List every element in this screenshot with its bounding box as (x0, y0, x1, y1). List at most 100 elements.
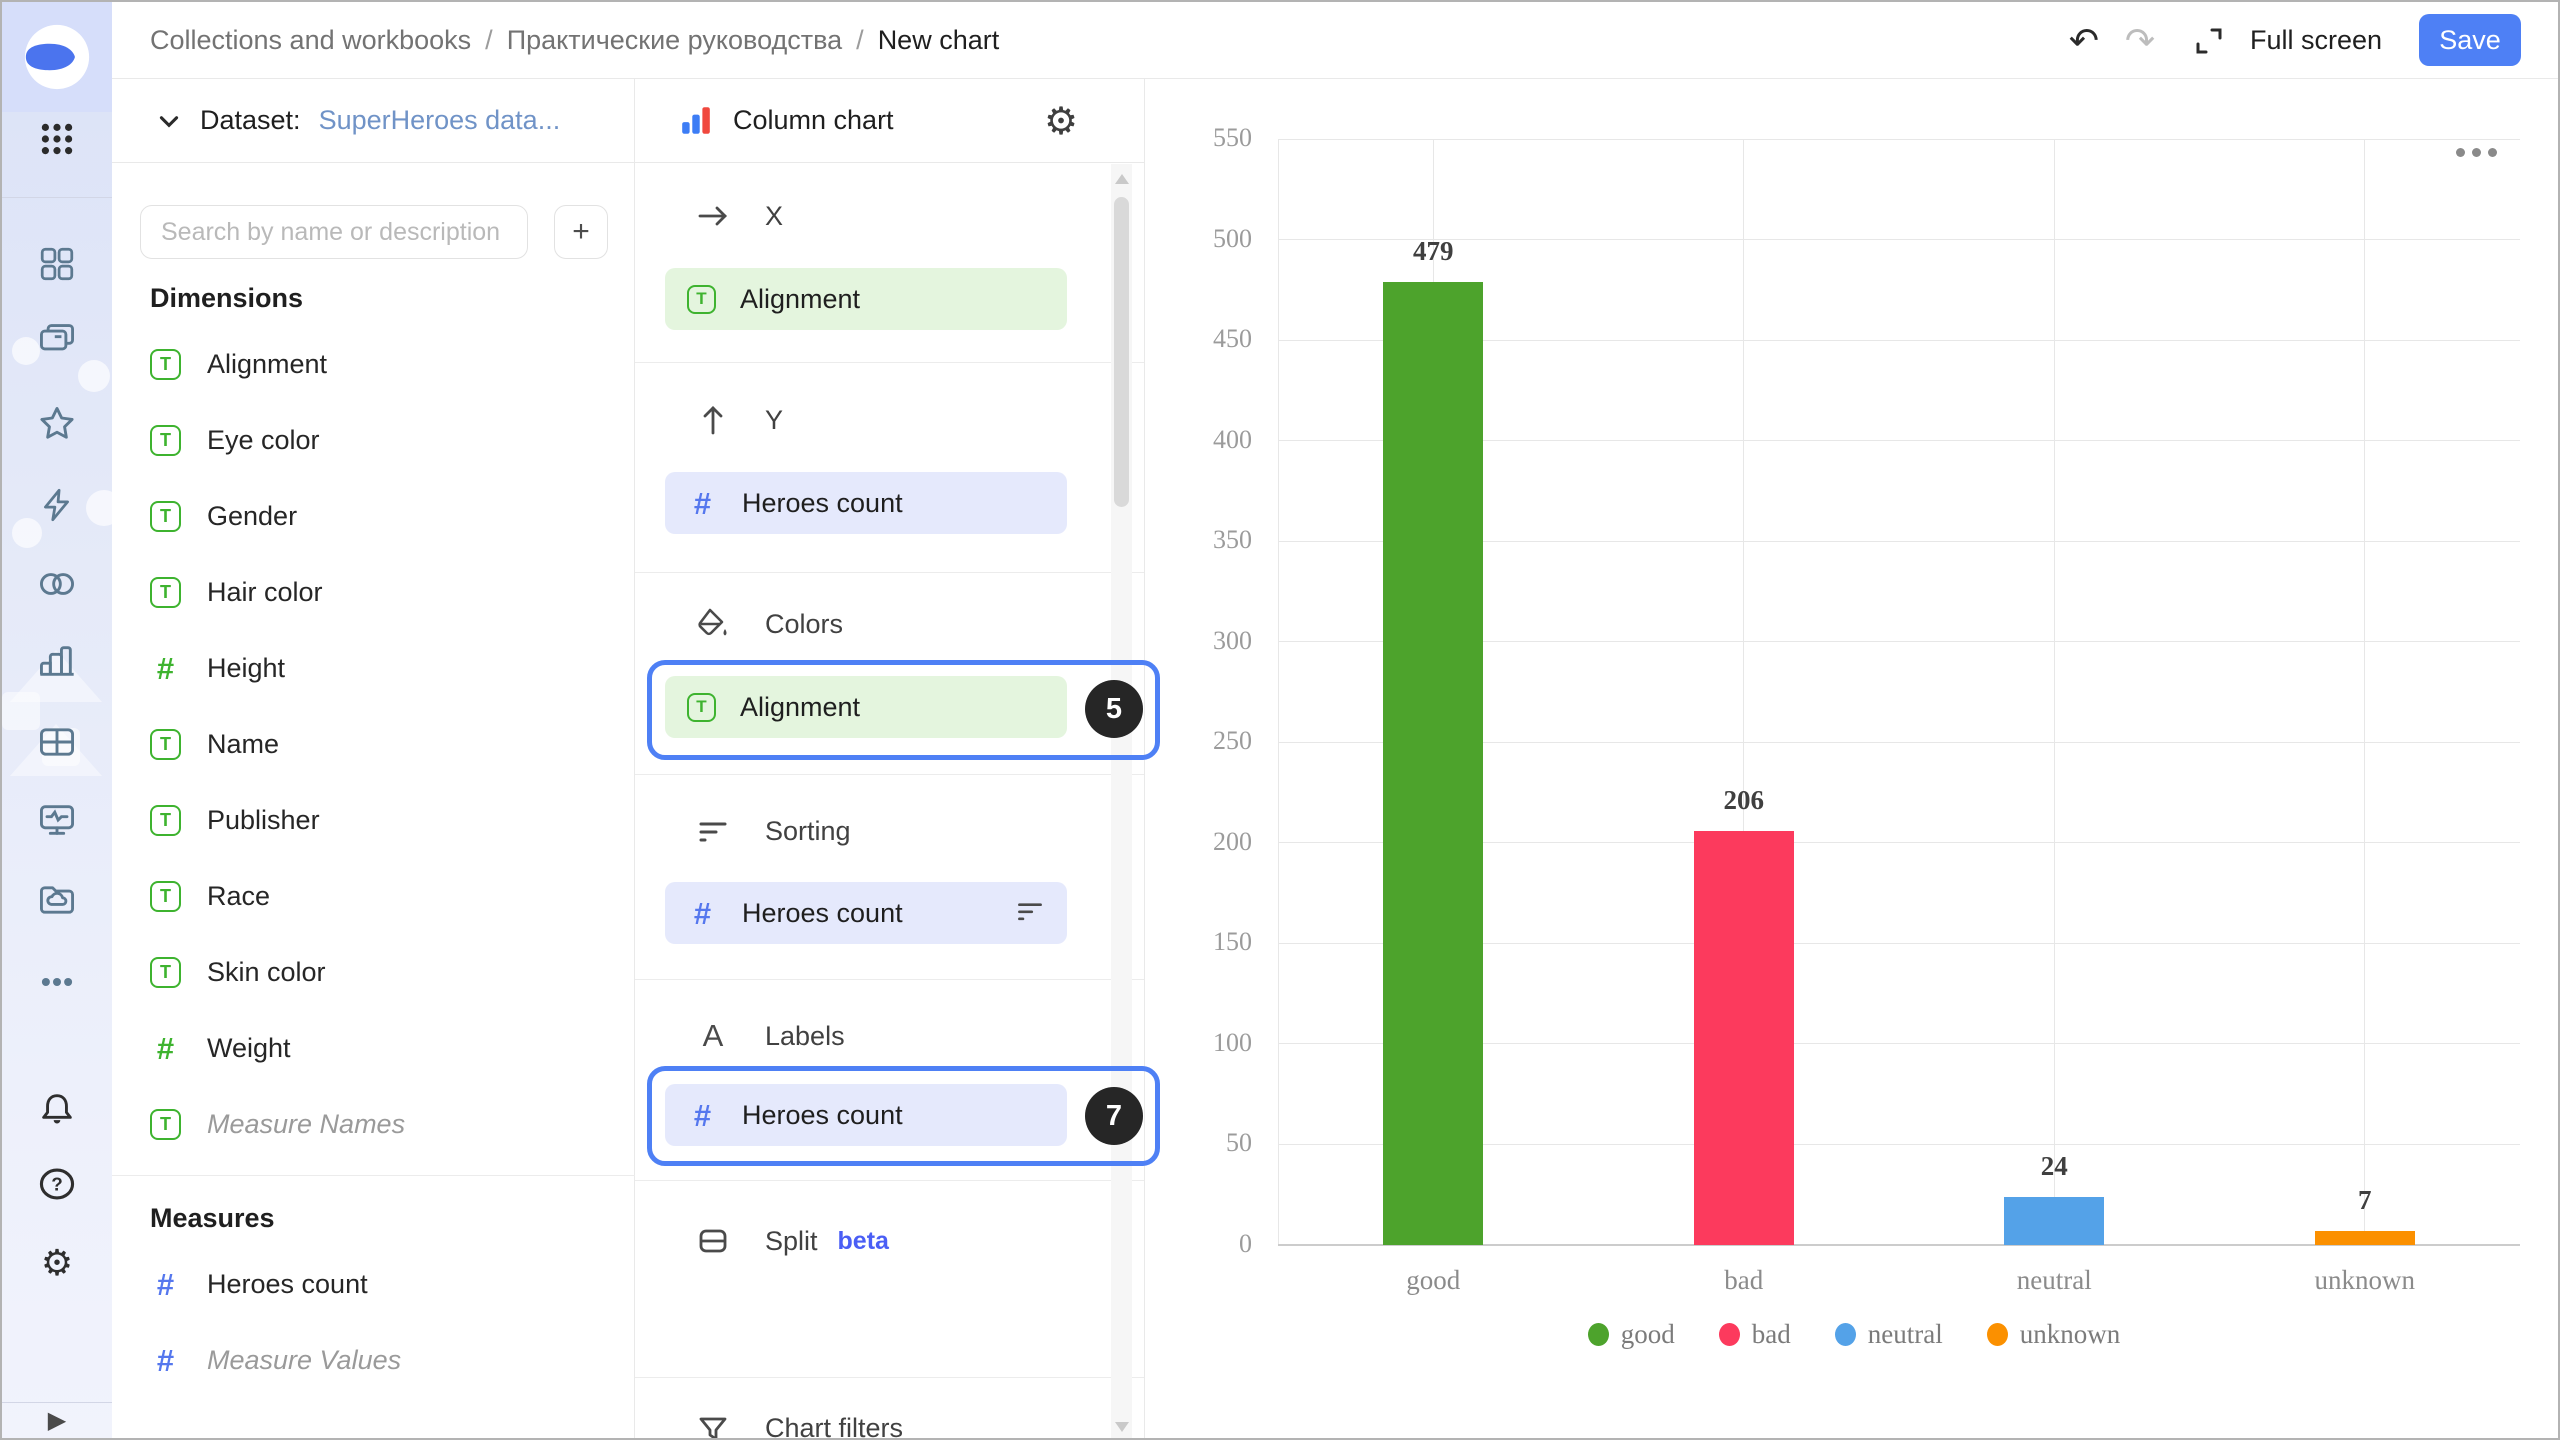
measure-field-heroes-count[interactable]: # Heroes count (112, 1254, 635, 1314)
legend-item-bad[interactable]: bad (1718, 1319, 1791, 1350)
breadcrumb-item[interactable]: Collections and workbooks (150, 24, 472, 55)
collections-icon[interactable] (32, 315, 82, 365)
dimension-field-publisher[interactable]: T Publisher (112, 790, 635, 850)
gridline (1278, 741, 2520, 743)
sort-direction-icon[interactable] (1015, 895, 1045, 932)
fullscreen-button[interactable]: Full screen (2250, 24, 2383, 55)
legend-marker (1834, 1323, 1856, 1346)
legend-item-neutral[interactable]: neutral (1834, 1319, 1943, 1350)
field-name: Gender (207, 500, 298, 531)
gridline (1278, 239, 2520, 241)
bar-good[interactable] (1383, 282, 1484, 1245)
data-label: 7 (2358, 1185, 2372, 1215)
monitoring-icon[interactable] (32, 795, 82, 845)
number-type-icon: # (693, 485, 712, 521)
dimension-field-skin-color[interactable]: T Skin color (112, 942, 635, 1002)
dimension-field-measure-names[interactable]: T Measure Names (112, 1094, 635, 1154)
dimension-field-eye-color[interactable]: T Eye color (112, 410, 635, 470)
chart-settings-gear-icon[interactable]: ⚙ (1043, 100, 1079, 143)
connections-icon[interactable] (32, 559, 82, 609)
dimension-field-height[interactable]: # Height (112, 638, 635, 698)
breadcrumb-separator: / (485, 24, 493, 55)
help-icon[interactable]: ? (32, 1159, 82, 1209)
notifications-icon[interactable] (32, 1084, 82, 1134)
tables-icon[interactable] (32, 717, 82, 767)
dataset-name-link[interactable]: SuperHeroes data... (318, 105, 561, 135)
quick-actions-icon[interactable] (32, 480, 82, 530)
section-labels: A Labels (695, 1018, 845, 1054)
plot-left-edge (1278, 139, 1279, 1245)
fullscreen-icon[interactable] (2184, 16, 2234, 66)
datalens-logo[interactable] (2, 2, 112, 112)
bar-unknown[interactable] (2314, 1231, 2415, 1245)
undo-button[interactable]: ↶ (2068, 20, 2100, 61)
dimension-field-race[interactable]: T Race (112, 866, 635, 926)
legend-item-good[interactable]: good (1587, 1319, 1675, 1350)
save-button[interactable]: Save (2419, 14, 2521, 66)
config-scrollbar[interactable] (1111, 164, 1132, 1438)
data-label: 24 (2040, 1151, 2068, 1181)
section-split: Split beta (695, 1224, 889, 1258)
labels-field-pill[interactable]: # Heroes count (665, 1084, 1067, 1146)
chart-type-header[interactable]: Column chart (635, 79, 1145, 163)
legend-label: good (1620, 1319, 1675, 1349)
sort-icon (695, 814, 731, 848)
beta-tag: beta (837, 1226, 889, 1255)
settings-icon[interactable]: ⚙ (40, 1242, 74, 1283)
field-name: Height (207, 652, 286, 683)
measures-title: Measures (150, 1203, 275, 1233)
y-tick-label: 100 (1213, 1027, 1252, 1057)
text-type-icon: T (150, 576, 181, 608)
colors-field-pill[interactable]: T Alignment (665, 676, 1067, 738)
y-field-pill[interactable]: # Heroes count (665, 472, 1067, 534)
dimension-field-name[interactable]: T Name (112, 714, 635, 774)
cloud-storage-icon[interactable] (32, 875, 82, 925)
charts-icon[interactable] (32, 636, 82, 686)
dimension-field-hair-color[interactable]: T Hair color (112, 562, 635, 622)
section-chart-filters: Chart filters (695, 1411, 903, 1438)
field-name: Weight (207, 1032, 291, 1063)
legend-label: bad (1751, 1319, 1791, 1349)
step-badge-5: 5 (1085, 680, 1143, 738)
chart-menu-ellipsis-icon[interactable] (2441, 137, 2511, 167)
arrow-up-icon (695, 403, 731, 437)
measure-field-measure-values[interactable]: # Measure Values (112, 1330, 635, 1390)
chart-preview-panel: 0 50 100 150 200 250 300 350 400 450 500 550 479 206… (1146, 79, 2558, 1438)
dimension-field-gender[interactable]: T Gender (112, 486, 635, 546)
column-chart-icon (682, 106, 710, 134)
section-sorting: Sorting (695, 814, 851, 848)
more-icon[interactable] (32, 957, 82, 1007)
bar-neutral[interactable] (2004, 1197, 2105, 1245)
add-field-button[interactable]: + (554, 205, 608, 259)
chevron-down-icon[interactable] (156, 108, 182, 134)
data-label: 206 (1723, 785, 1765, 815)
text-type-icon: T (150, 956, 181, 988)
number-type-icon: # (156, 1342, 175, 1378)
filter-icon (695, 1411, 731, 1438)
x-axis-line (1278, 1244, 2520, 1246)
gridline (1278, 641, 2520, 643)
breadcrumb-item[interactable]: Практические руководства (506, 24, 843, 55)
dimension-field-weight[interactable]: # Weight (112, 1018, 635, 1078)
apps-grid-icon[interactable] (32, 114, 82, 164)
number-type-icon: # (693, 1097, 712, 1133)
sorting-field-pill[interactable]: # Heroes count (665, 882, 1067, 944)
search-input[interactable] (140, 205, 528, 259)
bar-bad[interactable] (1693, 831, 1794, 1245)
y-tick-label: 550 (1213, 123, 1252, 152)
x-tick-label: unknown (2314, 1265, 2416, 1295)
gridline (2364, 139, 2366, 1245)
breadcrumb: Collections and workbooks / Практические р… (150, 2, 999, 78)
field-name: Hair color (207, 576, 323, 607)
expand-panel-icon[interactable]: ▶ (47, 1407, 67, 1434)
legend-item-unknown[interactable]: unknown (1986, 1319, 2120, 1350)
x-field-pill[interactable]: T Alignment (665, 268, 1067, 330)
y-tick-label: 200 (1213, 826, 1252, 856)
field-name: Eye color (207, 424, 320, 455)
scrollbar-thumb[interactable] (1114, 197, 1129, 507)
dimension-field-alignment[interactable]: T Alignment (112, 334, 635, 394)
field-name: Publisher (207, 804, 320, 835)
dashboards-icon[interactable] (32, 239, 82, 289)
redo-button[interactable]: ↷ (2124, 20, 2156, 61)
favorites-icon[interactable] (32, 399, 82, 449)
